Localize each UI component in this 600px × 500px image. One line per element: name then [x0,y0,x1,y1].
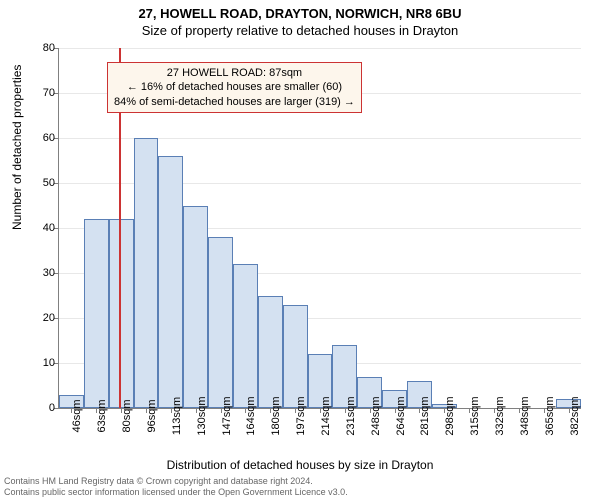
xtick-label: 332sqm [494,396,506,435]
ytick-label: 60 [31,132,55,144]
xtick-label: 315sqm [469,396,481,435]
xtick-label: 214sqm [320,396,332,435]
xtick-label: 180sqm [270,396,282,435]
histogram-bar [233,264,258,408]
footer-line-2: Contains public sector information licen… [4,487,348,498]
x-axis-label: Distribution of detached houses by size … [0,458,600,472]
ytick-label: 30 [31,267,55,279]
xtick-label: 147sqm [221,396,233,435]
histogram-bar [109,219,134,408]
xtick-label: 96sqm [146,399,158,432]
ytick-label: 70 [31,87,55,99]
histogram-bar [158,156,183,408]
xtick-label: 164sqm [245,396,257,435]
chart-plot-area: 0102030405060708046sqm63sqm80sqm96sqm113… [58,48,581,409]
annotation-line: ← 16% of detached houses are smaller (60… [114,80,355,94]
xtick-label: 365sqm [544,396,556,435]
histogram-bar [183,206,208,409]
histogram-bar [283,305,308,409]
footer-attribution: Contains HM Land Registry data © Crown c… [4,476,348,498]
xtick-label: 63sqm [96,399,108,432]
annotation-line: 27 HOWELL ROAD: 87sqm [114,66,355,80]
ytick-label: 10 [31,357,55,369]
histogram-bar [258,296,283,409]
xtick-label: 130sqm [196,396,208,435]
xtick-label: 113sqm [171,397,183,435]
xtick-label: 382sqm [569,396,581,435]
ytick-label: 20 [31,312,55,324]
histogram-bar [208,237,233,408]
ytick-label: 40 [31,222,55,234]
xtick-label: 197sqm [295,396,307,435]
gridline [59,48,581,49]
ytick-label: 50 [31,177,55,189]
xtick-label: 46sqm [71,399,83,432]
xtick-label: 264sqm [395,396,407,435]
chart-title-main: 27, HOWELL ROAD, DRAYTON, NORWICH, NR8 6… [0,0,600,21]
chart-title-sub: Size of property relative to detached ho… [0,21,600,38]
histogram-bar [84,219,109,408]
footer-line-1: Contains HM Land Registry data © Crown c… [4,476,348,487]
xtick-label: 348sqm [519,396,531,435]
annotation-callout: 27 HOWELL ROAD: 87sqm← 16% of detached h… [107,62,362,113]
xtick-label: 281sqm [419,396,431,435]
xtick-label: 298sqm [444,396,456,435]
xtick-label: 248sqm [370,396,382,435]
annotation-line: 84% of semi-detached houses are larger (… [114,95,355,109]
xtick-label: 80sqm [121,399,133,432]
histogram-bar [134,138,159,408]
ytick-label: 80 [31,42,55,54]
y-axis-label: Number of detached properties [10,65,24,230]
xtick-label: 231sqm [345,396,357,435]
ytick-label: 0 [31,402,55,414]
